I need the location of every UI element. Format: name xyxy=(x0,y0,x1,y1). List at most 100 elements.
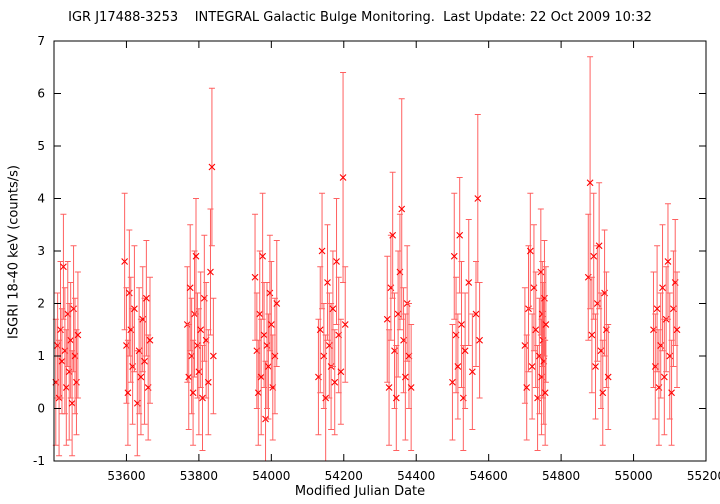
data-point xyxy=(474,195,482,202)
data-point xyxy=(316,326,324,334)
data-point xyxy=(590,252,598,260)
data-point xyxy=(586,179,594,187)
data-point xyxy=(58,357,66,365)
data-point xyxy=(146,336,154,344)
data-point xyxy=(542,321,550,328)
x-tick-label: 54000 xyxy=(252,469,290,483)
data-point xyxy=(599,389,607,397)
y-tick-label: 4 xyxy=(37,192,45,206)
x-tick-label: 54600 xyxy=(470,469,508,483)
data-point xyxy=(68,399,76,407)
data-point xyxy=(65,368,73,376)
data-point xyxy=(385,384,393,391)
data-point xyxy=(265,363,272,370)
data-point xyxy=(131,305,138,313)
data-point xyxy=(142,294,150,302)
data-point xyxy=(62,384,70,391)
x-tick-label: 53800 xyxy=(180,469,218,483)
data-point xyxy=(121,258,129,265)
data-point xyxy=(659,284,666,292)
data-point xyxy=(125,289,133,297)
data-point xyxy=(67,336,75,344)
data-point xyxy=(476,336,483,344)
x-tick-label: 55200 xyxy=(687,469,720,483)
data-point xyxy=(532,326,540,334)
data-point xyxy=(209,352,217,360)
data-point xyxy=(398,205,406,213)
data-point xyxy=(257,373,265,381)
data-point xyxy=(472,310,480,318)
data-point xyxy=(259,252,267,260)
data-point xyxy=(260,331,268,339)
data-point xyxy=(465,279,473,286)
data-point xyxy=(74,331,82,339)
data-point xyxy=(454,363,462,370)
x-axis-label: Modified Julian Date xyxy=(294,484,426,499)
data-point xyxy=(407,384,415,391)
data-point xyxy=(339,174,347,181)
data-point xyxy=(458,321,465,328)
data-point xyxy=(204,378,212,386)
y-tick-label: 7 xyxy=(37,34,45,48)
data-point xyxy=(61,347,69,355)
data-point xyxy=(337,368,345,376)
data-point xyxy=(383,315,391,323)
data-point xyxy=(185,373,193,381)
data-point xyxy=(73,378,80,386)
y-axis-label: ISGRI 18-40 keV (counts/s) xyxy=(6,165,22,339)
chart-title: IGR J17488-3253 INTEGRAL Galactic Bulge … xyxy=(68,10,652,25)
data-point xyxy=(273,300,281,307)
data-point xyxy=(324,279,331,286)
data-point xyxy=(523,384,531,391)
data-point xyxy=(57,326,64,334)
data-point xyxy=(664,258,672,265)
x-tick-label: 54800 xyxy=(542,469,580,483)
data-point xyxy=(528,363,536,370)
data-point xyxy=(526,247,534,255)
data-point xyxy=(541,294,548,302)
data-point xyxy=(267,321,275,328)
data-point xyxy=(199,394,206,402)
data-point xyxy=(64,310,72,318)
data-point xyxy=(673,326,681,334)
y-tick-label: 5 xyxy=(37,139,45,153)
data-point xyxy=(595,242,603,250)
y-tick-label: 2 xyxy=(37,297,45,311)
data-point xyxy=(141,357,148,365)
data-point xyxy=(588,331,596,339)
data-point xyxy=(318,247,326,255)
data-point xyxy=(660,373,668,381)
data-point xyxy=(207,268,214,276)
y-tick-label: 1 xyxy=(37,349,45,363)
data-point xyxy=(329,305,337,313)
x-tick-label: 55000 xyxy=(614,469,652,483)
x-tick-label: 53600 xyxy=(107,469,145,483)
data-point xyxy=(461,347,469,355)
data-point xyxy=(208,163,216,171)
data-point xyxy=(322,394,330,402)
data-point xyxy=(71,352,79,360)
data-point xyxy=(263,342,271,349)
y-tick-label: -1 xyxy=(33,454,45,468)
data-point xyxy=(341,321,349,328)
data-point xyxy=(541,389,549,397)
data-point xyxy=(188,352,196,360)
data-point xyxy=(123,342,130,349)
data-point xyxy=(266,289,274,297)
data-point xyxy=(468,368,476,376)
y-tick-label: 0 xyxy=(37,402,45,416)
data-point xyxy=(256,310,264,318)
data-point xyxy=(137,373,145,381)
data-point xyxy=(194,342,201,349)
y-tick-label: 6 xyxy=(37,87,45,101)
data-point xyxy=(333,258,340,265)
data-point xyxy=(124,389,132,397)
data-point xyxy=(449,378,456,386)
data-point xyxy=(253,347,261,355)
data-point xyxy=(668,389,675,397)
data-point xyxy=(653,305,661,313)
x-tick-label: 54200 xyxy=(325,469,363,483)
data-point xyxy=(60,263,67,271)
data-point xyxy=(254,389,262,397)
